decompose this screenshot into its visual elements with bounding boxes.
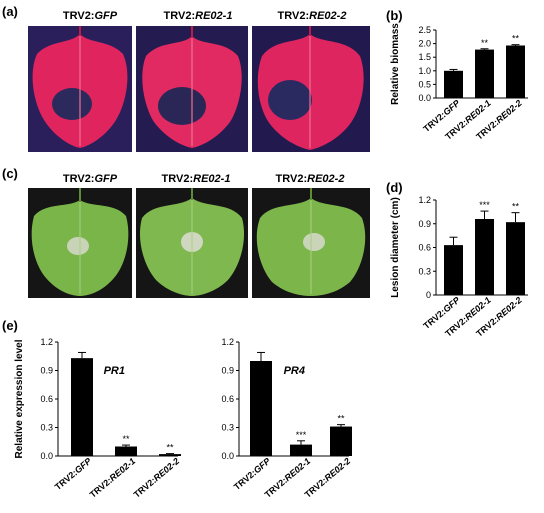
significance-mark: ** bbox=[166, 443, 174, 453]
x-category-label: TRV2:RE02-2 bbox=[132, 456, 182, 500]
bar bbox=[250, 361, 272, 456]
title-gene: GFP bbox=[94, 10, 118, 22]
bar bbox=[506, 222, 525, 295]
y-tick-label: 0.3 bbox=[418, 266, 431, 276]
x-category-label: TRV2:GFP bbox=[232, 455, 273, 492]
title-gene: RE02-1 bbox=[195, 10, 233, 22]
title-gene: RE02-1 bbox=[193, 173, 231, 185]
title-prefix: TRV2: bbox=[277, 10, 310, 22]
title-gene: RE02-2 bbox=[307, 173, 345, 185]
y-tick-label: 1.0 bbox=[418, 66, 431, 76]
panel-label-b: (b) bbox=[386, 8, 403, 23]
title-gene: RE02-2 bbox=[309, 10, 347, 22]
bar bbox=[475, 219, 494, 295]
bar bbox=[71, 358, 93, 456]
bar bbox=[330, 426, 352, 456]
panel-label-e: (e) bbox=[2, 318, 18, 333]
y-tick-label: 0.3 bbox=[40, 423, 53, 433]
y-tick-label: 2.5 bbox=[418, 25, 431, 35]
uv-leaf-photo-re02-1 bbox=[136, 26, 248, 152]
panel-c-title-1: TRV2:GFP bbox=[30, 173, 150, 185]
y-tick-label: 1.2 bbox=[418, 195, 431, 205]
x-category-label: TRV2:GFP bbox=[53, 455, 94, 492]
panel-a-title-1: TRV2:GFP bbox=[30, 10, 150, 22]
bar bbox=[475, 49, 494, 98]
y-tick-label: 2.0 bbox=[418, 39, 431, 49]
significance-mark: *** bbox=[479, 200, 490, 210]
y-tick-label: 0.6 bbox=[40, 394, 53, 404]
title-prefix: TRV2: bbox=[275, 173, 308, 185]
significance-mark: ** bbox=[512, 34, 520, 44]
y-tick-label: 0.0 bbox=[40, 451, 53, 461]
significance-mark: ** bbox=[122, 434, 130, 444]
x-category-label: TRV2:RE02-1 bbox=[88, 456, 138, 500]
chart-e-pr4-expression: 0.00.30.60.91.2TRV2:GFP***TRV2:RE02-1**T… bbox=[221, 337, 352, 500]
green-leaf-photo-re02-1 bbox=[136, 188, 248, 298]
panel-a-title-3: TRV2:RE02-2 bbox=[252, 10, 372, 22]
panel-label-c: (c) bbox=[2, 166, 18, 181]
green-leaf-photo-gfp bbox=[28, 188, 132, 298]
title-prefix: TRV2: bbox=[161, 173, 194, 185]
y-tick-label: 0.9 bbox=[221, 366, 234, 376]
panel-a-title-2: TRV2:RE02-1 bbox=[138, 10, 258, 22]
panel-c-title-3: TRV2:RE02-2 bbox=[250, 173, 370, 185]
y-axis-label: Lesion diameter (cm) bbox=[390, 197, 401, 298]
y-tick-label: 1.2 bbox=[221, 337, 234, 347]
y-tick-label: 0.6 bbox=[221, 394, 234, 404]
significance-mark: ** bbox=[512, 202, 520, 212]
gene-annotation: PR4 bbox=[284, 365, 305, 377]
bar bbox=[444, 245, 463, 295]
y-tick-label: 1.5 bbox=[418, 52, 431, 62]
uv-leaf-photo-re02-2 bbox=[252, 26, 370, 152]
bar bbox=[506, 45, 525, 98]
panel-label-d: (d) bbox=[386, 180, 403, 195]
bar bbox=[115, 446, 137, 456]
significance-mark: ** bbox=[481, 38, 489, 48]
bar bbox=[444, 70, 463, 98]
bar bbox=[290, 444, 312, 456]
y-axis-label: Relative biomass bbox=[390, 23, 401, 105]
chart-e-pr1-expression: 0.0 0.3 0.6 0.9 1.2 Relative expression level… bbox=[14, 337, 182, 500]
bar bbox=[159, 454, 181, 456]
y-axis-label: Relative expression level bbox=[14, 339, 25, 458]
panel-c-title-2: TRV2:RE02-1 bbox=[136, 173, 256, 185]
title-prefix: TRV2: bbox=[62, 10, 95, 22]
y-tick-label: 0 bbox=[426, 290, 431, 300]
y-tick-label: 0.9 bbox=[418, 219, 431, 229]
title-prefix: TRV2: bbox=[163, 10, 196, 22]
significance-mark: *** bbox=[296, 430, 307, 440]
y-tick-label: 0.3 bbox=[221, 423, 234, 433]
panel-label-a: (a) bbox=[2, 4, 18, 19]
y-tick-label: 0.0 bbox=[418, 93, 431, 103]
y-tick-label: 0.9 bbox=[40, 366, 53, 376]
y-tick-label: 0.6 bbox=[418, 243, 431, 253]
y-tick-label: 1.2 bbox=[40, 337, 53, 347]
green-leaf-photo-re02-2 bbox=[252, 188, 370, 298]
y-tick-label: 0.5 bbox=[418, 79, 431, 89]
significance-mark: ** bbox=[337, 414, 345, 424]
title-gene: GFP bbox=[94, 173, 118, 185]
uv-leaf-photo-gfp bbox=[28, 26, 132, 152]
title-prefix: TRV2: bbox=[62, 173, 95, 185]
y-tick-label: 0.0 bbox=[221, 451, 234, 461]
gene-annotation: PR1 bbox=[104, 365, 125, 377]
